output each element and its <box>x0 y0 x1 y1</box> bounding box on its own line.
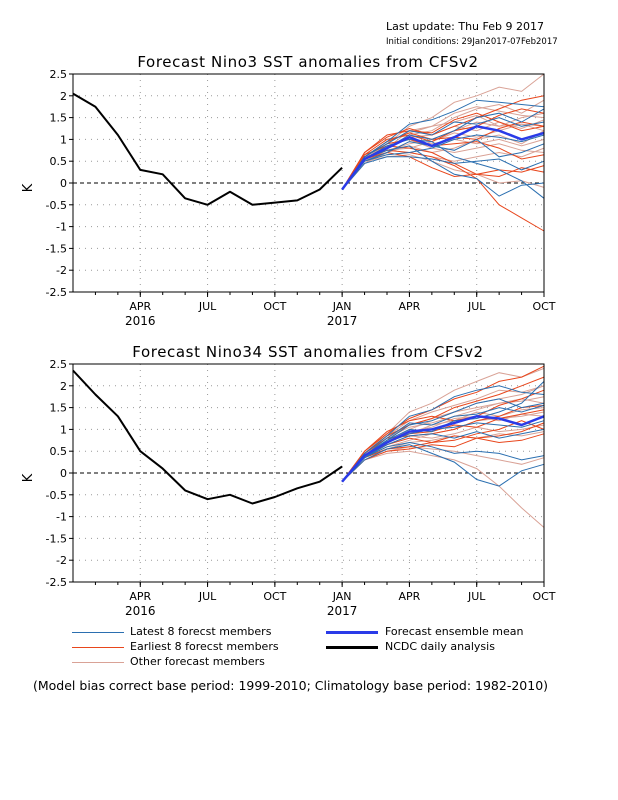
earliest-member-line <box>341 149 545 232</box>
earliest-member-line <box>341 151 545 190</box>
last-update-text: Last update: Thu Feb 9 2017 <box>386 20 544 33</box>
x-tick-label: JUL <box>198 590 217 603</box>
nino3-chart: Forecast Nino3 SST anomalies from CFSv2 … <box>21 53 556 328</box>
y-tick-label: -0.5 <box>46 199 67 212</box>
y-tick-label: 1 <box>60 423 67 436</box>
ensemble-mean <box>341 125 545 191</box>
earliest-members <box>341 365 545 483</box>
earliest-member-line <box>341 112 545 190</box>
y-tick-label: 0 <box>60 177 67 190</box>
latest-member-line <box>341 441 545 483</box>
y-axis-label: K <box>21 183 36 192</box>
x-tick-label: APR <box>129 590 151 603</box>
legend-label-other: Other forecast members <box>130 655 265 668</box>
y-tick-label: 1.5 <box>50 402 68 415</box>
y-tick-label: 1.5 <box>50 112 68 125</box>
other-member-line <box>341 154 545 190</box>
y-tick-label: -0.5 <box>46 489 67 502</box>
footnote: (Model bias correct base period: 1999-20… <box>33 678 549 693</box>
other-member-line <box>341 367 545 483</box>
ncdc-analysis-line <box>72 92 343 206</box>
latest-member-line <box>341 444 545 487</box>
latest-member-line <box>341 156 545 190</box>
y-tick-label: 2.5 <box>50 68 68 81</box>
nino34-chart: Forecast Nino34 SST anomalies from CFSv2… <box>21 343 556 618</box>
latest-member-line <box>341 398 545 483</box>
other-member-line <box>341 398 545 483</box>
y-tick-label: 0.5 <box>50 155 68 168</box>
earliest-member-line <box>341 433 545 483</box>
y-tick-label: -1.5 <box>46 532 67 545</box>
y-tick-label: 1 <box>60 133 67 146</box>
y-tick-label: -1 <box>56 511 67 524</box>
x-year-label: 2017 <box>327 314 358 328</box>
x-tick-label: OCT <box>263 300 286 313</box>
ensemble-mean <box>341 415 545 483</box>
legend-swatch-ensemble <box>326 631 378 634</box>
y-tick-label: -2 <box>56 554 67 567</box>
ensemble-mean-line <box>341 125 545 191</box>
legend-swatch-ncdc <box>326 646 378 649</box>
legend-label-earliest: Earliest 8 forecst members <box>130 640 279 653</box>
latest-member-line <box>341 138 545 190</box>
x-tick-label: JAN <box>332 300 352 313</box>
other-member-line <box>341 73 545 190</box>
y-tick-label: 2 <box>60 380 67 393</box>
ncdc-analysis-line <box>72 369 343 505</box>
x-tick-label: JUL <box>467 590 486 603</box>
legend-swatch-earliest <box>72 647 124 648</box>
legend-swatch-other <box>72 662 124 663</box>
x-tick-label: APR <box>399 590 421 603</box>
latest-member-line <box>341 99 545 190</box>
y-tick-label: -2.5 <box>46 576 67 589</box>
x-tick-label: APR <box>399 300 421 313</box>
earliest-member-line <box>341 95 545 190</box>
x-tick-label: OCT <box>532 590 555 603</box>
chart-title: Forecast Nino34 SST anomalies from CFSv2 <box>132 343 483 361</box>
ncdc-analysis <box>72 92 343 206</box>
y-tick-label: -1.5 <box>46 242 67 255</box>
x-tick-label: JUL <box>198 300 217 313</box>
y-tick-label: 0 <box>60 467 67 480</box>
ncdc-analysis <box>72 369 343 505</box>
y-tick-label: -2.5 <box>46 286 67 299</box>
earliest-member-line <box>341 422 545 483</box>
latest-member-line <box>341 385 545 483</box>
y-tick-label: 2.5 <box>50 358 68 371</box>
legend: Latest 8 forecst members Earliest 8 fore… <box>0 622 618 672</box>
legend-label-latest: Latest 8 forecst members <box>130 625 272 638</box>
x-tick-label: OCT <box>532 300 555 313</box>
earliest-member-line <box>341 365 545 482</box>
y-tick-label: 2 <box>60 90 67 103</box>
x-year-label: 2016 <box>125 604 156 618</box>
y-tick-label: -1 <box>56 221 67 234</box>
y-axis-label: K <box>21 473 36 482</box>
legend-swatch-latest <box>72 632 124 633</box>
x-tick-label: JAN <box>332 590 352 603</box>
x-tick-label: OCT <box>263 590 286 603</box>
ensemble-mean-line <box>341 415 545 483</box>
earliest-member-line <box>341 376 545 483</box>
latest-member-line <box>341 117 545 190</box>
latest-member-line <box>341 404 545 483</box>
y-tick-label: -2 <box>56 264 67 277</box>
legend-label-ncdc: NCDC daily analysis <box>385 640 495 653</box>
earliest-member-line <box>341 108 545 190</box>
x-year-label: 2016 <box>125 314 156 328</box>
latest-member-line <box>341 428 545 483</box>
earliest-member-line <box>341 404 545 483</box>
y-tick-label: 0.5 <box>50 445 68 458</box>
legend-label-ensemble: Forecast ensemble mean <box>385 625 524 638</box>
chart-title: Forecast Nino3 SST anomalies from CFSv2 <box>137 53 478 71</box>
x-tick-label: APR <box>129 300 151 313</box>
x-year-label: 2017 <box>327 604 358 618</box>
initial-conditions-text: Initial conditions: 29Jan2017-07Feb2017 <box>386 37 558 47</box>
x-tick-label: JUL <box>467 300 486 313</box>
earliest-members <box>341 95 545 232</box>
latest-members <box>341 99 545 199</box>
earliest-member-line <box>341 389 545 482</box>
latest-member-line <box>341 134 545 190</box>
